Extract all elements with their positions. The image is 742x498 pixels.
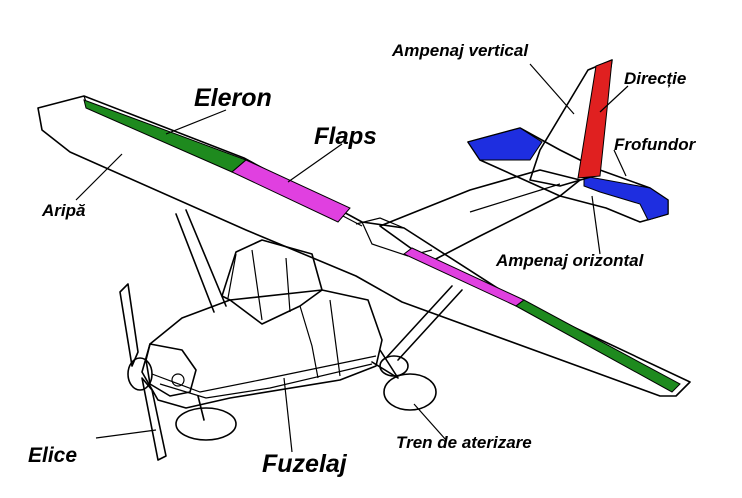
label-directie: Direcție [624,69,686,88]
leader-frofundor [613,149,627,177]
leader-tren [413,403,447,441]
nose-wheel-fairing [175,407,237,441]
label-ampenaj-orizontal: Ampenaj orizontal [495,251,645,270]
label-flaps: Flaps [314,123,377,150]
elevator-right [583,175,669,221]
tail-cone [379,169,581,263]
leader-fuzelaj [283,377,293,453]
main-wheel-fairing-right [383,373,437,411]
leader-directie [599,85,629,113]
engine-cowling [145,343,197,397]
propeller-blade-upper [119,283,139,367]
leader-ampenaj-vertical [529,63,575,115]
label-frofundor: Frofundor [614,135,697,154]
cabin [221,239,323,325]
wing-strut-right [385,285,463,361]
elevator-left [467,127,543,161]
label-elice: Elice [28,444,77,467]
main-wheel-fairing-left [379,355,409,377]
leader-eleron [165,109,227,135]
propeller-spinner [127,357,153,391]
label-tren-de-aterizare: Tren de aterizare [396,433,532,452]
leader-elice [95,429,157,439]
propeller-blade-lower [141,377,167,461]
leader-aripa [75,153,123,201]
label-ampenaj-vertical: Ampenaj vertical [391,41,529,60]
label-eleron: Eleron [194,84,272,112]
wing-strut-left [175,209,227,313]
aileron-right [515,299,681,393]
label-aripa: Aripă [41,201,86,220]
rudder [577,59,613,179]
leader-flaps [287,143,343,183]
label-fuzelaj: Fuzelaj [262,450,348,478]
flap-left [231,159,351,223]
leader-ampenaj-orizontal [591,195,601,255]
